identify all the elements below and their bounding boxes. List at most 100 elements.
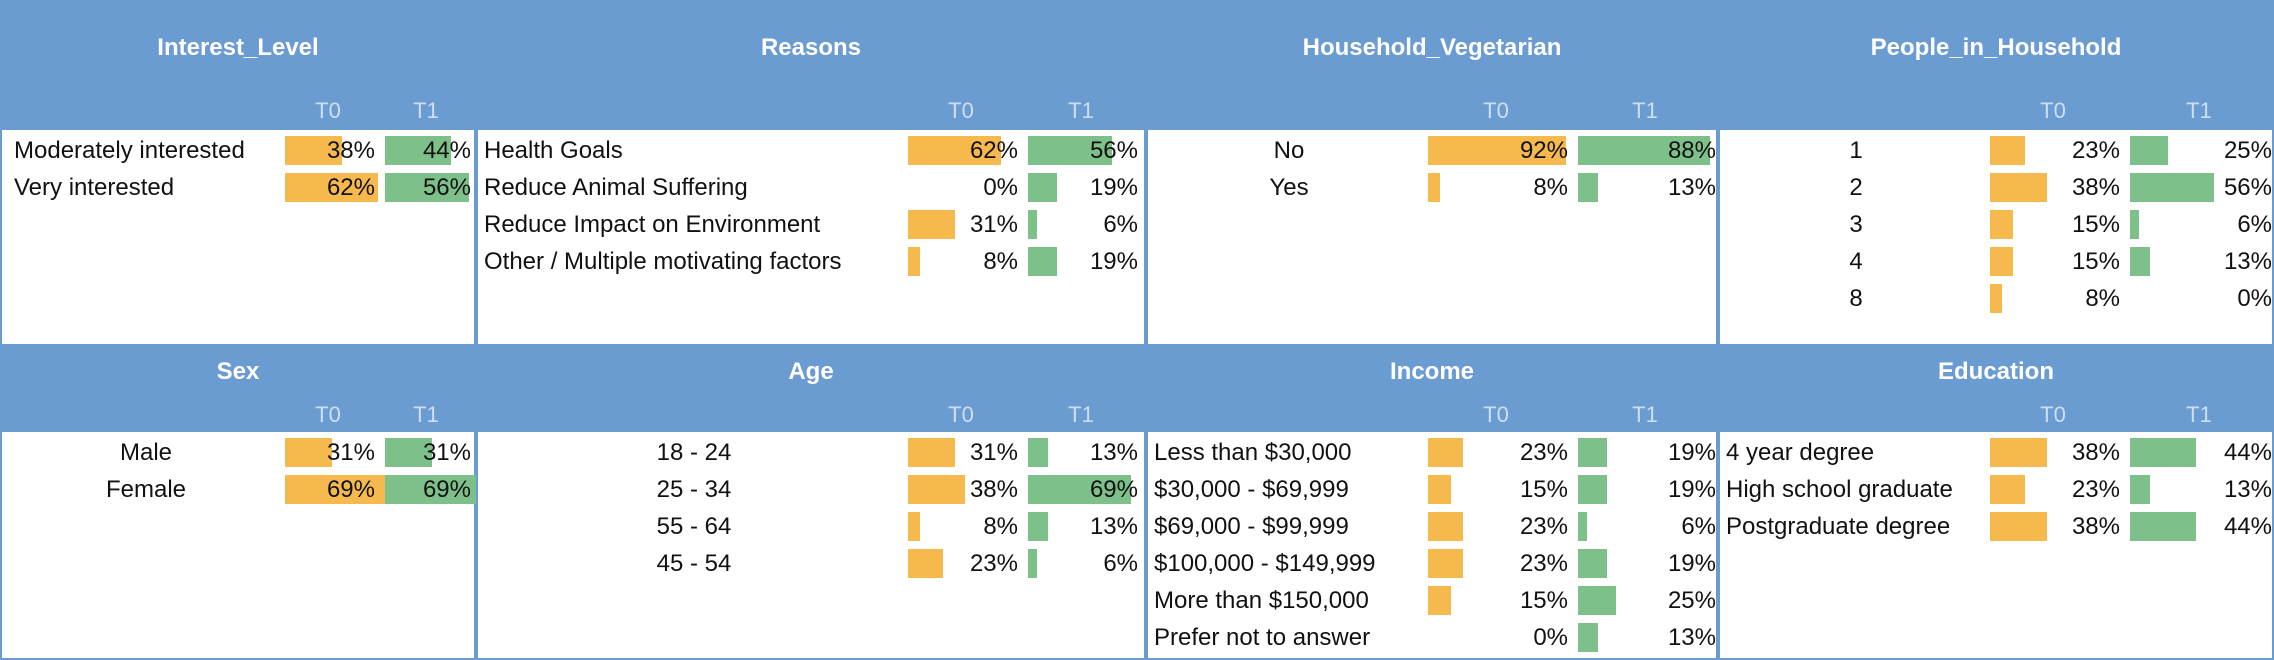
chart-body: 18 - 24 31% 13% 25 - 34 38% 69% 55 - 64 8% 13% 45… xyxy=(476,430,1146,660)
bar-t1 xyxy=(1028,438,1048,467)
bar-t1 xyxy=(385,438,432,467)
chart-row: High school graduate 23% 13% xyxy=(1720,471,2272,508)
value-label-t1: 19% xyxy=(1667,550,1716,577)
value-label-t0: 23% xyxy=(2071,137,2120,164)
value-label-t0: 15% xyxy=(2071,248,2120,275)
category-label: 4 year degree xyxy=(1726,439,1875,466)
value-label-t1: 44% xyxy=(422,137,471,164)
value-label-t0: 92% xyxy=(1519,137,1568,164)
category-label: Postgraduate degree xyxy=(1726,513,1951,540)
chart-row: Moderately interested 38% 44% xyxy=(2,132,474,169)
series-label-t0: T0 xyxy=(2040,98,2066,123)
series-label-t1: T1 xyxy=(1632,402,1658,427)
chart-header: Reasons T0 T1 xyxy=(476,0,1146,128)
category-label: 18 - 24 xyxy=(656,439,732,466)
chart-panel-6: Income T0 T1 Less than $30,000 23% 19% $30,000… xyxy=(1146,346,1718,660)
chart-header: Interest_Level T0 T1 xyxy=(0,0,476,128)
value-label-t1: 19% xyxy=(1089,174,1138,201)
chart-row: Other / Multiple motivating factors 8% 19% xyxy=(478,243,1144,280)
value-label-t1: 6% xyxy=(1103,550,1138,577)
chart-header: Household_Vegetarian T0 T1 xyxy=(1146,0,1718,128)
bar-t0 xyxy=(285,475,388,504)
series-label-t0: T0 xyxy=(315,402,341,427)
value-label-t1: 25% xyxy=(1667,587,1716,614)
bar-t0 xyxy=(1428,438,1463,467)
category-label: Moderately interested xyxy=(14,137,245,164)
series-label-t0: T0 xyxy=(2040,402,2066,427)
series-label-t1: T1 xyxy=(413,402,439,427)
bar-t1 xyxy=(2130,173,2214,202)
chart-row: $30,000 - $69,999 15% 19% xyxy=(1148,471,1716,508)
value-label-t0: 23% xyxy=(969,550,1018,577)
bar-t0 xyxy=(285,173,378,202)
value-label-t1: 13% xyxy=(2223,248,2272,275)
bar-t0 xyxy=(908,438,955,467)
chart-row: Female 69% 69% xyxy=(2,471,488,508)
category-label: 4 xyxy=(1849,248,1863,275)
bar-t0 xyxy=(1990,438,2047,467)
chart-row: $100,000 - $149,999 23% 19% xyxy=(1148,545,1716,582)
series-label-t1: T1 xyxy=(2186,402,2212,427)
bar-t0 xyxy=(908,549,943,578)
chart-body: No 92% 88% Yes 8% 13% xyxy=(1146,128,1718,346)
bar-t0 xyxy=(1990,512,2047,541)
value-label-t1: 25% xyxy=(2223,137,2272,164)
bar-t1 xyxy=(1578,512,1587,541)
bar-t0 xyxy=(908,210,955,239)
value-label-t0: 38% xyxy=(2071,513,2120,540)
series-label-t1: T1 xyxy=(1632,98,1658,123)
chart-row: 45 - 54 23% 6% xyxy=(478,545,1144,582)
category-label: Reduce Impact on Environment xyxy=(484,211,821,238)
value-label-t1: 13% xyxy=(1667,624,1716,651)
bar-t1 xyxy=(2130,247,2150,276)
bar-t0 xyxy=(908,475,965,504)
chart-body: Male 31% 31% Female 69% 69% xyxy=(0,430,488,660)
bar-t0 xyxy=(1990,173,2047,202)
chart-row: 18 - 24 31% 13% xyxy=(478,434,1144,471)
series-label-t1: T1 xyxy=(2186,98,2212,123)
chart-row: 55 - 64 8% 13% xyxy=(478,508,1144,545)
value-label-t0: 62% xyxy=(326,174,375,201)
chart-row: No 92% 88% xyxy=(1148,132,1716,169)
category-label: Less than $30,000 xyxy=(1154,439,1352,466)
chart-title: Age xyxy=(788,358,834,385)
chart-title: Household_Vegetarian xyxy=(1302,34,1562,61)
chart-row: Prefer not to answer 0% 13% xyxy=(1148,619,1716,656)
chart-header: Income T0 T1 xyxy=(1146,346,1718,430)
category-label: 8 xyxy=(1849,285,1863,312)
value-label-t1: 13% xyxy=(1089,513,1138,540)
bar-t1 xyxy=(385,136,451,165)
value-label-t0: 62% xyxy=(969,137,1018,164)
value-label-t0: 8% xyxy=(983,248,1018,275)
value-label-t0: 38% xyxy=(2071,174,2120,201)
value-label-t1: 69% xyxy=(1089,476,1138,503)
value-label-t0: 15% xyxy=(2071,211,2120,238)
category-label: 2 xyxy=(1849,174,1863,201)
bar-t1 xyxy=(385,475,488,504)
value-label-t0: 23% xyxy=(1519,550,1568,577)
category-label: Male xyxy=(119,439,173,466)
value-label-t1: 88% xyxy=(1667,137,1716,164)
chart-title: Interest_Level xyxy=(157,34,319,61)
category-label: Very interested xyxy=(14,174,175,201)
chart-body: Health Goals 62% 56% Reduce Animal Sufferin… xyxy=(476,128,1146,346)
value-label-t1: 31% xyxy=(422,439,471,466)
bar-t1 xyxy=(2130,136,2168,165)
chart-title: People_in_Household xyxy=(1870,34,2122,61)
chart-row: 1 23% 25% xyxy=(1720,132,2272,169)
value-label-t1: 56% xyxy=(2223,174,2272,201)
chart-row: Reduce Animal Suffering 0% 19% xyxy=(478,169,1144,206)
value-label-t1: 69% xyxy=(422,476,471,503)
value-label-t1: 44% xyxy=(2223,513,2272,540)
chart-panel-2: Household_Vegetarian T0 T1 No 92% 88% Yes 8% 13% xyxy=(1146,0,1718,346)
bar-t1 xyxy=(2130,210,2139,239)
value-label-t0: 8% xyxy=(1533,174,1568,201)
bar-t0 xyxy=(1990,284,2002,313)
category-label: More than $150,000 xyxy=(1154,587,1369,614)
chart-row: 4 15% 13% xyxy=(1720,243,2272,280)
category-label: Female xyxy=(105,476,187,503)
value-label-t1: 19% xyxy=(1667,439,1716,466)
bar-t1 xyxy=(2130,512,2196,541)
value-label-t0: 38% xyxy=(2071,439,2120,466)
